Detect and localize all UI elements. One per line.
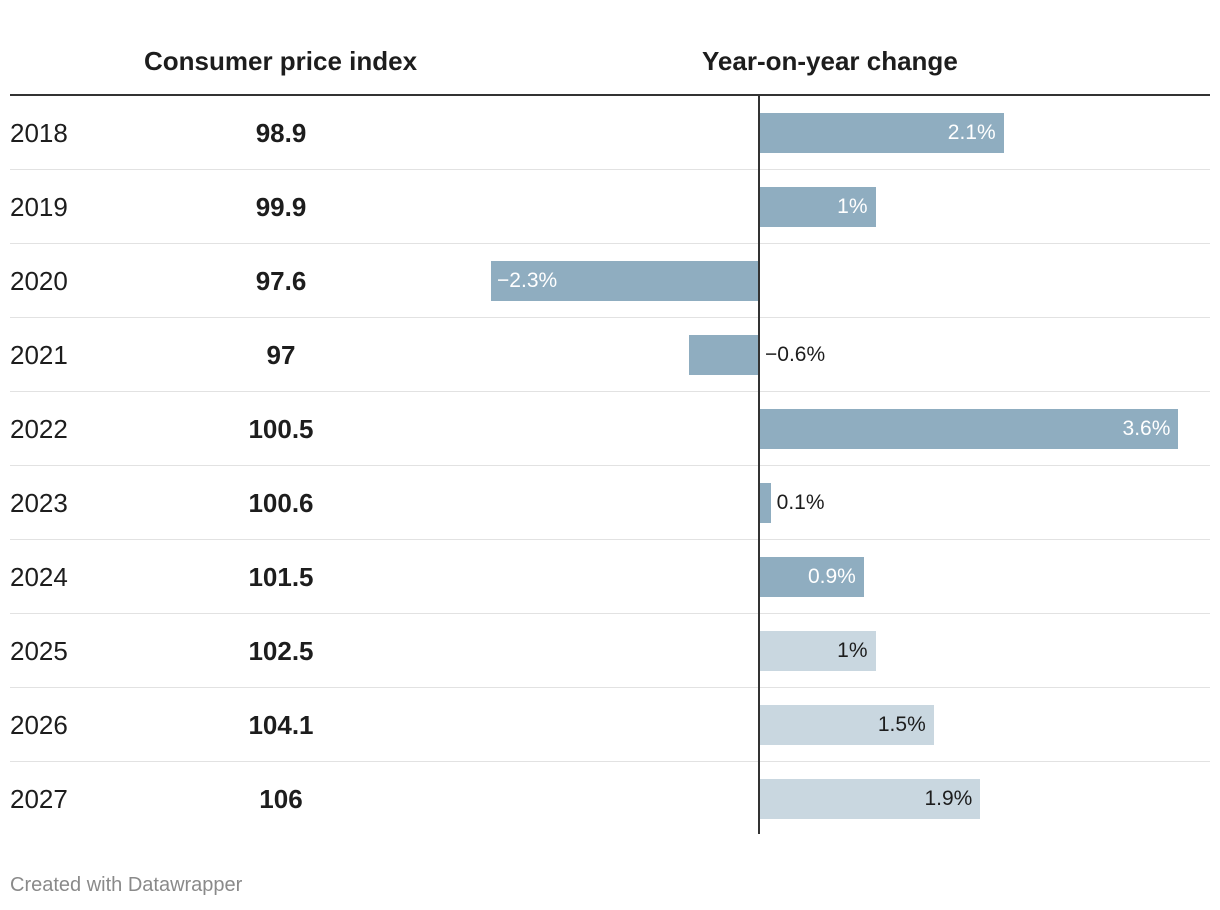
cpi-value-cell: 102.5	[248, 636, 314, 666]
yoy-bar	[689, 335, 759, 375]
year-cell: 2019	[10, 192, 68, 222]
year-cell: 2020	[10, 266, 68, 296]
cpi-value-cell: 104.1	[248, 710, 314, 740]
table-row: 2021 97 −0.6%	[10, 318, 1210, 392]
yoy-bar	[759, 557, 864, 597]
yoy-value-label: 3.6%	[1122, 417, 1171, 440]
table-row: 2023 100.6 0.1%	[10, 466, 1210, 540]
row-divider	[10, 169, 1210, 170]
year-cell: 2027	[10, 784, 68, 814]
yoy-value-label: 1%	[837, 195, 868, 218]
table-row: 2024 101.5 0.9%	[10, 540, 1210, 614]
row-divider	[10, 465, 1210, 466]
year-cell: 2022	[10, 414, 68, 444]
header-year-on-year-change: Year-on-year change	[702, 46, 958, 76]
row-divider	[10, 613, 1210, 614]
year-cell: 2021	[10, 340, 68, 370]
yoy-bar	[759, 409, 1179, 449]
table-row: 2018 98.9 2.1%	[10, 96, 1210, 170]
yoy-value-label: 1%	[837, 639, 868, 662]
cpi-value-cell: 100.6	[248, 488, 314, 518]
row-divider	[10, 243, 1210, 244]
year-cell: 2023	[10, 488, 68, 518]
year-cell: 2026	[10, 710, 68, 740]
year-cell: 2024	[10, 562, 68, 592]
row-divider	[10, 687, 1210, 688]
row-divider	[10, 761, 1210, 762]
table-row: 2019 99.9 1%	[10, 170, 1210, 244]
yoy-bar	[759, 483, 771, 523]
datawrapper-credit: Created with Datawrapper	[10, 874, 243, 896]
year-cell: 2018	[10, 118, 68, 148]
table-row: 2027 106 1.9%	[10, 762, 1210, 836]
yoy-value-label: 0.9%	[807, 565, 856, 588]
yoy-bar	[759, 113, 1004, 153]
cpi-value-cell: 106	[259, 784, 303, 814]
cpi-value-cell: 97	[266, 340, 296, 370]
year-cell: 2025	[10, 636, 68, 666]
yoy-bar-forecast	[759, 631, 876, 671]
yoy-bar-forecast	[759, 779, 981, 819]
yoy-value-label: 2.1%	[947, 121, 996, 144]
yoy-value-label: −2.3%	[497, 269, 558, 292]
row-divider	[10, 391, 1210, 392]
row-divider	[10, 317, 1210, 318]
row-divider	[10, 539, 1210, 540]
yoy-value-label: 1.5%	[877, 713, 926, 736]
cpi-value-cell: 98.9	[255, 118, 307, 148]
header-divider	[10, 94, 1210, 96]
table-row: 2025 102.5 1%	[10, 614, 1210, 688]
table-row: 2026 104.1 1.5%	[10, 688, 1210, 762]
cpi-value-cell: 100.5	[248, 414, 314, 444]
yoy-bar	[491, 261, 759, 301]
cpi-value-cell: 99.9	[255, 192, 307, 222]
cpi-value-cell: 101.5	[248, 562, 314, 592]
cpi-value-cell: 97.6	[255, 266, 307, 296]
yoy-value-label: −0.6%	[765, 343, 826, 366]
yoy-value-label: 1.9%	[924, 787, 973, 810]
header-consumer-price-index: Consumer price index	[144, 46, 418, 76]
yoy-bar	[759, 187, 876, 227]
yoy-value-label: 0.1%	[776, 491, 825, 514]
yoy-bar-forecast	[759, 705, 934, 745]
zero-axis-line	[758, 96, 760, 834]
table-row: 2022 100.5 3.6%	[10, 392, 1210, 466]
table-row: 2020 97.6 −2.3%	[10, 244, 1210, 318]
